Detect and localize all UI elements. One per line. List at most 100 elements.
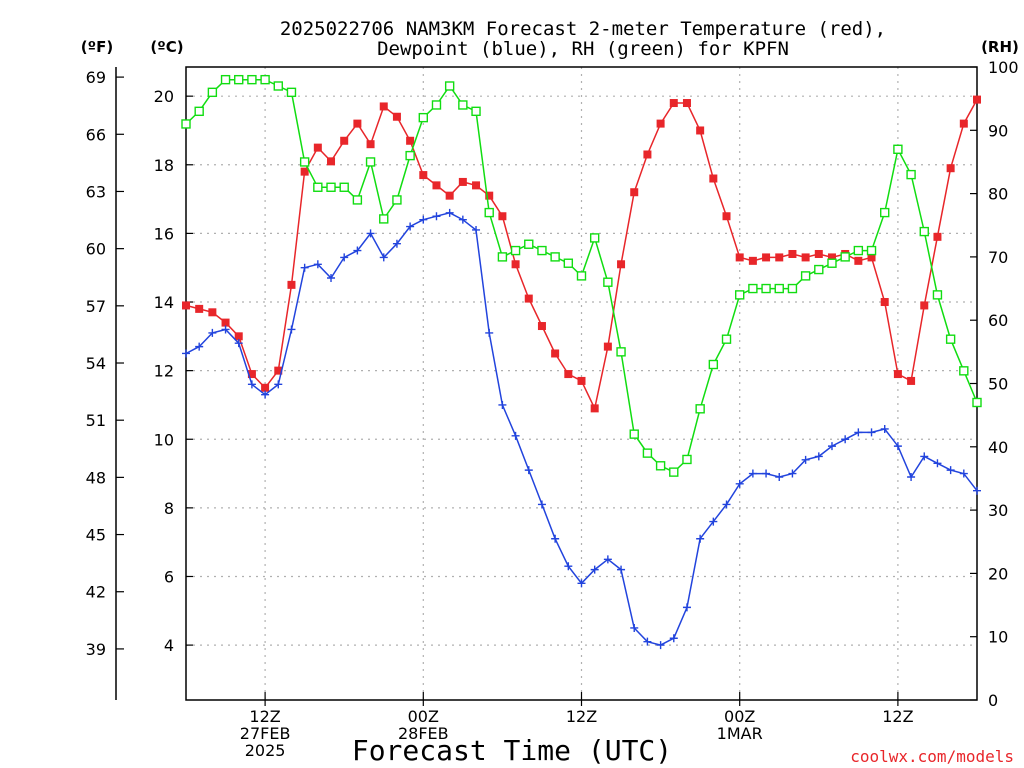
dewpoint-point bbox=[893, 442, 902, 451]
f-tick-label: 48 bbox=[86, 468, 106, 487]
temperature-point bbox=[973, 95, 981, 104]
x-tick-label: 28FEB bbox=[398, 724, 449, 743]
rh-point bbox=[932, 290, 943, 300]
rh-point bbox=[959, 366, 969, 376]
rh-tick-label: 40 bbox=[988, 438, 1008, 457]
temperature-point bbox=[208, 308, 217, 317]
rh-point bbox=[379, 214, 389, 224]
dewpoint-point bbox=[907, 472, 916, 481]
rh-point bbox=[194, 106, 204, 117]
temperature-point bbox=[946, 164, 955, 173]
temperature-point bbox=[300, 167, 309, 176]
temperature-point bbox=[959, 119, 968, 128]
temperature-point bbox=[379, 102, 388, 111]
temperature-point bbox=[669, 99, 678, 108]
temperature-point bbox=[182, 301, 190, 310]
temperature-point bbox=[472, 181, 481, 190]
rh-point bbox=[787, 283, 798, 294]
dewpoint-point bbox=[379, 253, 388, 262]
rh-point bbox=[286, 87, 297, 98]
temperature-point bbox=[827, 253, 836, 262]
rh-point bbox=[814, 264, 824, 275]
celsius-unit-label: (ºC) bbox=[150, 38, 183, 56]
rh-point bbox=[774, 283, 784, 294]
rh-tick-label: 60 bbox=[988, 311, 1008, 330]
rh-point bbox=[207, 87, 218, 98]
dewpoint-point bbox=[841, 435, 850, 444]
temperature-point bbox=[854, 256, 863, 265]
dewpoint-point bbox=[551, 534, 560, 543]
temperature-point bbox=[920, 301, 929, 310]
temperature-point bbox=[274, 366, 283, 375]
dewpoint-point bbox=[498, 400, 507, 409]
dewpoint-point bbox=[696, 534, 705, 543]
dewpoint-point bbox=[353, 246, 362, 255]
temperature-point bbox=[709, 174, 718, 183]
temperature-point bbox=[313, 143, 322, 152]
temperature-point bbox=[564, 370, 573, 379]
dewpoint-point bbox=[537, 500, 546, 509]
rh-point bbox=[392, 195, 402, 205]
rh-point bbox=[880, 207, 890, 218]
rh-point bbox=[906, 169, 916, 180]
f-tick-label: 51 bbox=[86, 411, 106, 430]
rh-point bbox=[181, 119, 191, 129]
temperature-point bbox=[419, 171, 428, 180]
chart-title-line2: Dewpoint (blue), RH (green) for KPFN bbox=[377, 38, 789, 60]
f-tick-label: 39 bbox=[86, 640, 106, 659]
dewpoint-point bbox=[221, 325, 230, 334]
dewpoint-point bbox=[340, 253, 349, 262]
rh-tick-label: 0 bbox=[988, 691, 998, 710]
c-tick-label: 8 bbox=[164, 499, 174, 518]
x-tick-label: 12Z bbox=[882, 707, 913, 726]
temperature-point bbox=[458, 177, 467, 186]
temperature-point bbox=[933, 232, 942, 241]
x-tick-label: 27FEB bbox=[240, 724, 291, 743]
dewpoint-point bbox=[287, 325, 296, 334]
rh-point bbox=[524, 239, 534, 249]
f-tick-label: 66 bbox=[86, 125, 106, 144]
temperature-point bbox=[485, 191, 494, 200]
rh-point bbox=[550, 252, 560, 262]
temperature-point bbox=[406, 136, 415, 145]
dewpoint-series bbox=[182, 208, 981, 650]
dewpoint-point bbox=[709, 517, 718, 526]
dewpoint-point bbox=[432, 212, 441, 221]
rh-point bbox=[537, 245, 547, 256]
dewpoint-point bbox=[366, 229, 375, 238]
dewpoint-point bbox=[590, 565, 599, 574]
temperature-point bbox=[722, 212, 731, 221]
temperature-point bbox=[893, 370, 902, 379]
dewpoint-point bbox=[630, 623, 639, 632]
dewpoint-point bbox=[946, 466, 955, 475]
dewpoint-point bbox=[748, 469, 757, 478]
temperature-point bbox=[511, 260, 520, 269]
rh-point bbox=[352, 195, 363, 205]
dewpoint-point bbox=[880, 424, 889, 433]
c-tick-label: 20 bbox=[154, 87, 174, 106]
rh-point bbox=[655, 461, 666, 471]
rh-point bbox=[365, 157, 376, 167]
temperature-point bbox=[775, 253, 784, 262]
rh-point bbox=[800, 271, 811, 281]
temperature-point bbox=[867, 253, 876, 262]
temperature-point bbox=[656, 119, 665, 128]
rh-point bbox=[629, 429, 639, 439]
rh-point bbox=[510, 245, 521, 256]
x-tick-label: 00Z bbox=[724, 707, 755, 726]
dewpoint-point bbox=[458, 215, 467, 224]
dewpoint-point bbox=[182, 349, 190, 358]
temperature-point bbox=[630, 188, 639, 197]
dewpoint-point bbox=[234, 339, 243, 348]
rh-point bbox=[260, 74, 270, 85]
rh-tick-label: 80 bbox=[988, 185, 1008, 204]
temperature-point bbox=[577, 376, 586, 385]
rh-point bbox=[576, 271, 587, 281]
temperature-point bbox=[392, 112, 401, 121]
c-tick-label: 16 bbox=[154, 224, 174, 243]
rh-point bbox=[853, 245, 864, 256]
dewpoint-point bbox=[247, 380, 256, 389]
rh-point bbox=[827, 258, 837, 268]
dewpoint-point bbox=[814, 452, 823, 461]
